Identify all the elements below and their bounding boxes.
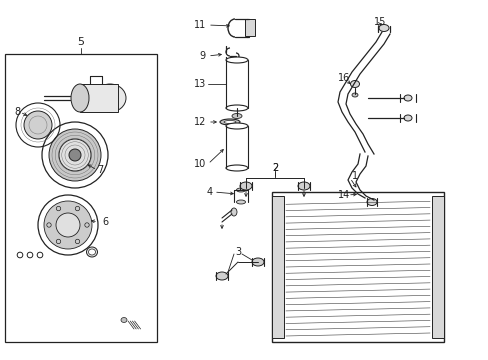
Ellipse shape <box>71 84 89 112</box>
Ellipse shape <box>86 247 97 257</box>
Text: 3: 3 <box>234 247 241 257</box>
Ellipse shape <box>230 208 237 216</box>
Ellipse shape <box>225 165 247 171</box>
Ellipse shape <box>236 188 245 192</box>
Ellipse shape <box>121 318 127 323</box>
Ellipse shape <box>225 57 247 63</box>
Ellipse shape <box>220 119 240 125</box>
Ellipse shape <box>351 93 357 97</box>
Circle shape <box>49 129 101 181</box>
Text: 2: 2 <box>271 163 278 173</box>
Ellipse shape <box>403 95 411 101</box>
Ellipse shape <box>225 123 247 129</box>
Text: 13: 13 <box>193 79 205 89</box>
Ellipse shape <box>251 258 264 266</box>
Text: 12: 12 <box>193 117 205 127</box>
Text: 11: 11 <box>193 20 205 30</box>
Text: 14: 14 <box>337 190 349 200</box>
Ellipse shape <box>231 113 242 118</box>
Ellipse shape <box>94 84 126 112</box>
Text: 8: 8 <box>14 107 20 117</box>
Bar <box>271 196 284 338</box>
Circle shape <box>44 201 92 249</box>
Ellipse shape <box>88 249 95 255</box>
Circle shape <box>24 111 52 139</box>
Bar <box>244 19 254 36</box>
Text: 15: 15 <box>373 17 386 27</box>
Text: 2: 2 <box>271 163 278 173</box>
Text: 10: 10 <box>193 159 205 169</box>
Bar <box>80 84 118 112</box>
Text: 7: 7 <box>97 165 103 175</box>
Ellipse shape <box>403 115 411 121</box>
Ellipse shape <box>378 24 388 32</box>
Ellipse shape <box>366 198 376 206</box>
Ellipse shape <box>297 182 309 190</box>
Text: 4: 4 <box>206 187 213 197</box>
Ellipse shape <box>350 81 359 87</box>
Text: 9: 9 <box>200 51 205 61</box>
Text: 16: 16 <box>337 73 349 83</box>
Bar <box>431 196 443 338</box>
Circle shape <box>69 149 81 161</box>
Circle shape <box>56 213 80 237</box>
Ellipse shape <box>236 200 245 204</box>
Bar <box>5 54 157 342</box>
Text: 6: 6 <box>102 217 108 227</box>
Ellipse shape <box>224 121 236 123</box>
Ellipse shape <box>240 182 251 190</box>
Ellipse shape <box>225 105 247 111</box>
Text: 1: 1 <box>351 171 357 181</box>
Ellipse shape <box>216 272 227 280</box>
Circle shape <box>59 139 91 171</box>
Text: 5: 5 <box>77 37 84 47</box>
Bar <box>271 192 443 342</box>
